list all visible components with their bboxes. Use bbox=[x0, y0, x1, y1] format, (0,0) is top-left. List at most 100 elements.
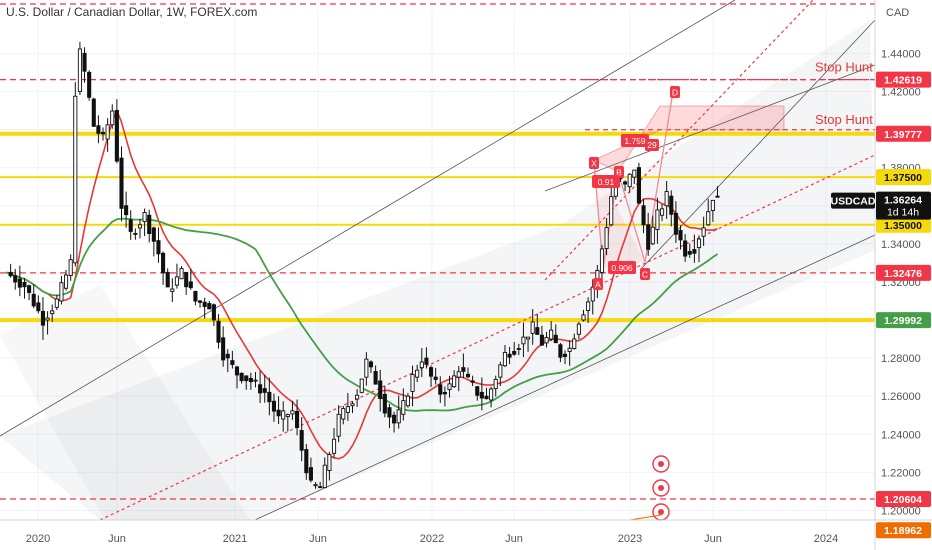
candle-body bbox=[17, 278, 22, 288]
candle-body bbox=[87, 71, 92, 98]
candle-body bbox=[345, 406, 350, 413]
candle-body bbox=[216, 320, 221, 343]
candle-body bbox=[392, 414, 397, 424]
pattern-point bbox=[670, 86, 680, 98]
candle-body bbox=[170, 288, 175, 292]
candle-body bbox=[378, 380, 383, 399]
candle-body bbox=[562, 353, 568, 357]
candle-body bbox=[281, 410, 286, 420]
y-tick-label: 1.24000 bbox=[881, 429, 921, 441]
candle-body bbox=[22, 281, 27, 288]
candle-body bbox=[184, 271, 189, 288]
candle-body bbox=[470, 380, 475, 383]
candle-body bbox=[239, 372, 244, 382]
ratio-box bbox=[608, 261, 636, 274]
x-tick-label: Jun bbox=[704, 533, 722, 545]
candle-body bbox=[124, 205, 129, 216]
candle-body bbox=[484, 395, 489, 400]
candle-body bbox=[336, 413, 341, 437]
candle-body bbox=[244, 375, 249, 382]
candle-body bbox=[179, 268, 184, 280]
stop-hunt-label: Stop Hunt bbox=[815, 60, 873, 75]
candle-body bbox=[331, 438, 337, 454]
candle-body bbox=[516, 348, 521, 350]
candle-body bbox=[262, 388, 267, 393]
trendline bbox=[544, 64, 876, 192]
currency-label: CAD bbox=[886, 7, 909, 19]
candle-body bbox=[318, 486, 323, 489]
candle-body bbox=[387, 407, 392, 418]
candle-body bbox=[304, 449, 309, 474]
trendline bbox=[254, 234, 876, 521]
candle-body bbox=[197, 300, 203, 303]
candle-body bbox=[156, 240, 161, 255]
candle-body bbox=[110, 110, 115, 126]
candle-body bbox=[424, 357, 429, 365]
candle-body bbox=[586, 301, 591, 311]
pattern-point bbox=[593, 278, 603, 290]
candle-body bbox=[701, 227, 706, 237]
y-tick-label: 1.20000 bbox=[881, 505, 921, 517]
candle-body bbox=[410, 374, 415, 392]
candle-body bbox=[696, 238, 702, 249]
candle-body bbox=[234, 366, 240, 376]
candle-body bbox=[479, 391, 484, 399]
candle-body bbox=[36, 302, 41, 312]
candle-body bbox=[368, 361, 374, 368]
x-tick-label: Jun bbox=[309, 533, 327, 545]
candle-body bbox=[493, 378, 498, 390]
candle-body bbox=[276, 409, 281, 417]
candle-body bbox=[322, 464, 327, 489]
pattern-point-label: X bbox=[591, 159, 597, 169]
trendline bbox=[544, 0, 814, 281]
y-tick-label: 1.44000 bbox=[881, 48, 921, 60]
candle-body bbox=[230, 360, 235, 365]
candle-body bbox=[258, 384, 263, 394]
candle-body bbox=[433, 376, 438, 380]
candle-body bbox=[128, 219, 133, 232]
candle-body bbox=[271, 400, 277, 412]
last-price-box bbox=[876, 191, 931, 220]
candle-body bbox=[119, 157, 124, 209]
candle-body bbox=[636, 167, 641, 204]
candle-body bbox=[489, 388, 494, 401]
x-tick-label: 2024 bbox=[814, 533, 838, 545]
candle-body bbox=[105, 124, 110, 140]
candle-body bbox=[623, 181, 628, 185]
price-tag bbox=[876, 522, 931, 539]
symbol-label: USDCAD bbox=[831, 196, 876, 208]
candle-body bbox=[530, 321, 535, 334]
candle-body bbox=[285, 414, 290, 417]
trendlines-layer bbox=[0, 0, 876, 521]
candle-body bbox=[535, 327, 540, 335]
pattern-point bbox=[589, 157, 599, 169]
candle-body bbox=[442, 391, 447, 395]
candle-body bbox=[659, 208, 665, 216]
candle-body bbox=[604, 227, 609, 250]
price-tag-label: 1.29992 bbox=[884, 315, 922, 327]
candle-body bbox=[193, 290, 198, 302]
candle-body bbox=[161, 252, 166, 274]
event-icon-dot bbox=[658, 485, 664, 491]
candle-body bbox=[632, 169, 637, 178]
annotations-layer: Stop Hunt Stop Hunt X A B C D 0.91 0.906 1.759 29 bbox=[589, 60, 873, 521]
candle-body bbox=[521, 336, 526, 345]
candle-body bbox=[165, 271, 170, 288]
candle-body bbox=[91, 98, 96, 127]
candle-body bbox=[295, 410, 300, 429]
candle-body bbox=[405, 395, 410, 407]
candle-body bbox=[715, 195, 720, 198]
candle-body bbox=[475, 386, 480, 396]
candle-body bbox=[461, 367, 466, 372]
x-tick-label: Jun bbox=[108, 533, 126, 545]
candle-body bbox=[133, 232, 138, 235]
candle-body bbox=[576, 323, 581, 335]
horizontal-levels bbox=[0, 3, 875, 500]
trendline bbox=[0, 0, 736, 437]
x-tick-label: 2023 bbox=[618, 533, 642, 545]
candle-body bbox=[456, 371, 461, 378]
small-tag-box bbox=[645, 139, 659, 151]
